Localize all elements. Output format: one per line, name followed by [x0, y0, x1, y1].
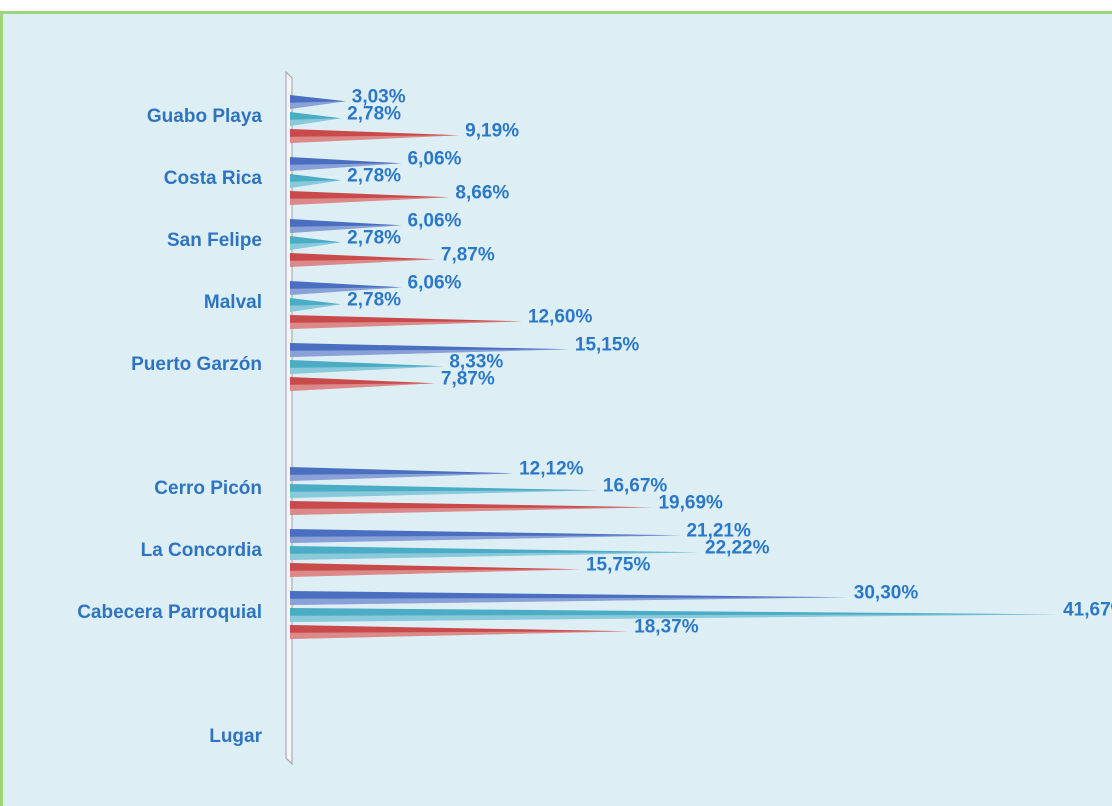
value-label: 15,75%	[586, 554, 651, 575]
bar	[290, 236, 342, 250]
category-label: Cabecera Parroquial	[77, 602, 262, 623]
bar	[290, 608, 1058, 622]
bar-face	[290, 304, 342, 312]
bar	[290, 360, 444, 374]
bar-face	[290, 242, 342, 250]
bar	[290, 191, 450, 205]
bar	[290, 377, 435, 391]
bar	[290, 219, 402, 233]
bar	[290, 129, 460, 143]
category-label: Malval	[204, 292, 262, 313]
value-label: 21,21%	[686, 520, 751, 541]
bar	[290, 591, 848, 605]
bar	[290, 529, 681, 543]
bar-face	[290, 383, 435, 391]
bar-face	[290, 631, 629, 639]
value-label: 9,19%	[465, 120, 519, 141]
bar	[290, 157, 402, 171]
bar-face	[290, 287, 402, 295]
bar-face	[290, 197, 450, 205]
value-label: 7,87%	[441, 368, 495, 389]
value-label: 8,33%	[449, 351, 503, 372]
category-label: Lugar	[209, 726, 262, 747]
category-label: La Concordia	[141, 540, 263, 561]
value-label: 12,60%	[528, 306, 593, 327]
bar-face	[290, 535, 681, 543]
bar	[290, 484, 597, 498]
chart-background	[0, 11, 1112, 806]
bar-face	[290, 180, 342, 188]
value-label: 2,78%	[347, 289, 401, 310]
category-label: Guabo Playa	[147, 106, 263, 127]
value-label: 7,87%	[441, 244, 495, 265]
bar-face	[290, 118, 342, 126]
bar-face	[290, 101, 346, 109]
bar	[290, 343, 569, 357]
value-label: 22,22%	[705, 537, 770, 558]
bar	[290, 253, 435, 267]
value-label: 2,78%	[347, 165, 401, 186]
bar-face	[290, 225, 402, 233]
value-label: 12,12%	[519, 458, 584, 479]
category-label: Costa Rica	[164, 168, 263, 189]
value-label: 6,06%	[408, 272, 462, 293]
bar	[290, 174, 342, 188]
value-label: 18,37%	[634, 616, 699, 637]
bar-face	[290, 259, 435, 267]
bar-face	[290, 473, 514, 481]
value-label: 16,67%	[603, 475, 668, 496]
bar	[290, 563, 580, 577]
category-label: San Felipe	[167, 230, 262, 251]
value-label: 6,06%	[408, 148, 462, 169]
category-label: Puerto Garzón	[131, 354, 262, 375]
bar-face	[290, 366, 444, 374]
category-label: Cerro Picón	[154, 478, 262, 499]
bar-face	[290, 552, 700, 560]
bar-face	[290, 507, 653, 515]
bar-face	[290, 321, 522, 329]
bar-face	[290, 135, 460, 143]
bar	[290, 467, 514, 481]
bar	[290, 546, 700, 560]
bar	[290, 625, 629, 639]
value-label: 30,30%	[854, 582, 919, 603]
bar-face	[290, 349, 569, 357]
bar	[290, 298, 342, 312]
value-label: 15,15%	[575, 334, 640, 355]
value-label: 3,03%	[352, 86, 406, 107]
bar-face	[290, 569, 580, 577]
value-label: 2,78%	[347, 103, 401, 124]
value-label: 41,67%	[1063, 599, 1112, 620]
bar-face	[290, 163, 402, 171]
value-label: 8,66%	[455, 182, 509, 203]
bar-face	[290, 614, 1058, 622]
bar	[290, 95, 346, 109]
bar-face	[290, 597, 848, 605]
bar-face	[290, 490, 597, 498]
value-label: 2,78%	[347, 227, 401, 248]
bar	[290, 501, 653, 515]
value-label: 19,69%	[658, 492, 723, 513]
bar	[290, 281, 402, 295]
bar	[290, 112, 342, 126]
bar	[290, 315, 522, 329]
value-label: 6,06%	[408, 210, 462, 231]
